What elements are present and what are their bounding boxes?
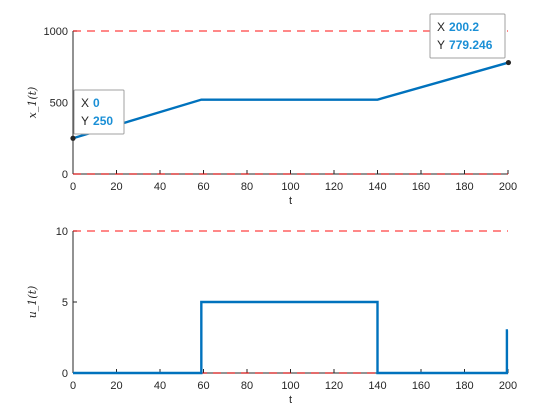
datatip-y-label: Y <box>81 114 89 128</box>
x-tick-label: 60 <box>197 380 209 392</box>
datatip-x-label: X <box>81 96 89 110</box>
chart-2: 0 20 40 60 80 100 120 140 160 180 200 0 5 10 t u_1(t) <box>26 226 517 406</box>
x-tick-label: 60 <box>197 181 209 193</box>
datatip-x-row: X 200.2 <box>437 20 479 34</box>
x-tick-label: 100 <box>281 181 299 193</box>
datatip-x-value: 0 <box>93 96 100 110</box>
datatip[interactable]: X 0Y 250 <box>70 89 125 141</box>
x-tick-label: 180 <box>455 181 473 193</box>
series-line <box>72 61 509 140</box>
x-tick-label: 120 <box>325 380 343 392</box>
x-tick-label: 40 <box>154 380 166 392</box>
y-tick-label: 0 <box>62 169 68 181</box>
datatip-box <box>73 89 125 135</box>
y-tick-label: 5 <box>62 297 68 309</box>
x-tick-label: 0 <box>70 380 76 392</box>
x-tick-label: 160 <box>412 380 430 392</box>
y-axis-label: u_1(t) <box>26 286 39 319</box>
x-tick-label: 100 <box>281 380 299 392</box>
x-tick-label: 20 <box>110 380 122 392</box>
x-tick-label: 160 <box>412 181 430 193</box>
series-line <box>73 300 509 375</box>
datatip[interactable]: X 200.2 Y 779.246 <box>429 13 512 66</box>
datatip-y-row: Y 250 <box>81 114 113 128</box>
x-tick-label: 200 <box>499 380 517 392</box>
x-tick-label: 0 <box>70 181 76 193</box>
y-tick-label: 10 <box>56 226 68 238</box>
y-tick-label: 1000 <box>44 26 68 38</box>
datatip-y-label: Y <box>437 38 445 52</box>
chart-1: 0 20 40 60 80 100 120 140 160 180 200 0 500 1000 t x_1(… <box>26 13 517 207</box>
datatip-x-value: 200.2 <box>449 20 479 34</box>
x-axis-label: t <box>289 394 292 406</box>
x-tick-label: 120 <box>325 181 343 193</box>
datatip-y-value: 779.246 <box>449 38 493 52</box>
datatip-marker[interactable] <box>70 135 76 141</box>
datatip-marker[interactable] <box>505 59 512 66</box>
x-tick-label: 80 <box>241 380 253 392</box>
x-tick-label: 180 <box>455 380 473 392</box>
x-tick-label: 140 <box>368 380 386 392</box>
x-axis-label: t <box>289 195 292 207</box>
y-tick-label: 500 <box>50 98 68 110</box>
y-tick-label: 0 <box>62 368 68 380</box>
y-axis-label: x_1(t) <box>26 87 39 119</box>
datatip-x-label: X <box>437 20 445 34</box>
x-tick-label: 200 <box>499 181 517 193</box>
datatip-y-row: Y 779.246 <box>437 38 493 52</box>
x-tick-label: 40 <box>154 181 166 193</box>
datatip-y-value: 250 <box>93 114 113 128</box>
x-tick-label: 80 <box>241 181 253 193</box>
x-tick-label: 20 <box>110 181 122 193</box>
datatip-box <box>429 13 506 59</box>
x-tick-label: 140 <box>368 181 386 193</box>
